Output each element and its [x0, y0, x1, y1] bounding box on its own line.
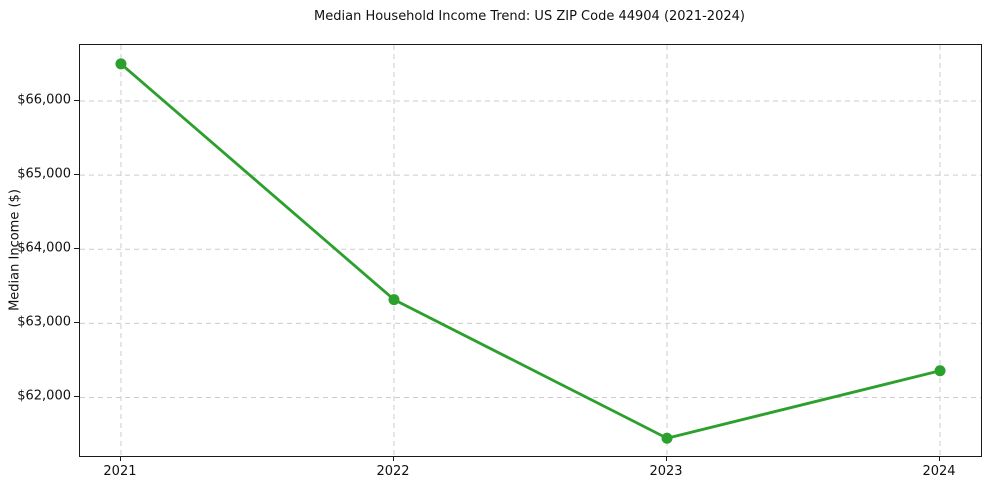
data-point	[388, 294, 400, 306]
data-point	[115, 58, 127, 70]
line-plot-svg	[80, 45, 981, 456]
data-line	[119, 62, 942, 440]
data-point	[934, 365, 946, 377]
x-tick-label: 2022	[376, 464, 410, 479]
x-tick-label: 2021	[103, 464, 137, 479]
x-tick-mark	[119, 456, 121, 461]
y-tick-label: $62,000	[17, 388, 71, 404]
x-tick-mark	[392, 456, 394, 461]
y-tick-label: $64,000	[17, 240, 71, 256]
x-tick-mark	[666, 456, 667, 461]
y-tick-label: $65,000	[17, 166, 71, 182]
x-tick-label: 2024	[922, 464, 956, 479]
y-tick-mark	[74, 174, 79, 176]
y-tick-mark	[74, 322, 79, 324]
y-tick-label: $66,000	[17, 92, 71, 108]
chart-title: Median Household Income Trend: US ZIP Co…	[314, 9, 745, 24]
y-tick-mark	[74, 99, 79, 101]
y-tick-label: $63,000	[17, 314, 71, 330]
x-tick-mark	[939, 456, 941, 461]
data-point	[661, 432, 673, 444]
y-tick-mark	[74, 248, 79, 250]
y-tick-mark	[74, 396, 79, 398]
plot-area	[79, 44, 982, 457]
x-tick-label: 2023	[649, 464, 683, 479]
